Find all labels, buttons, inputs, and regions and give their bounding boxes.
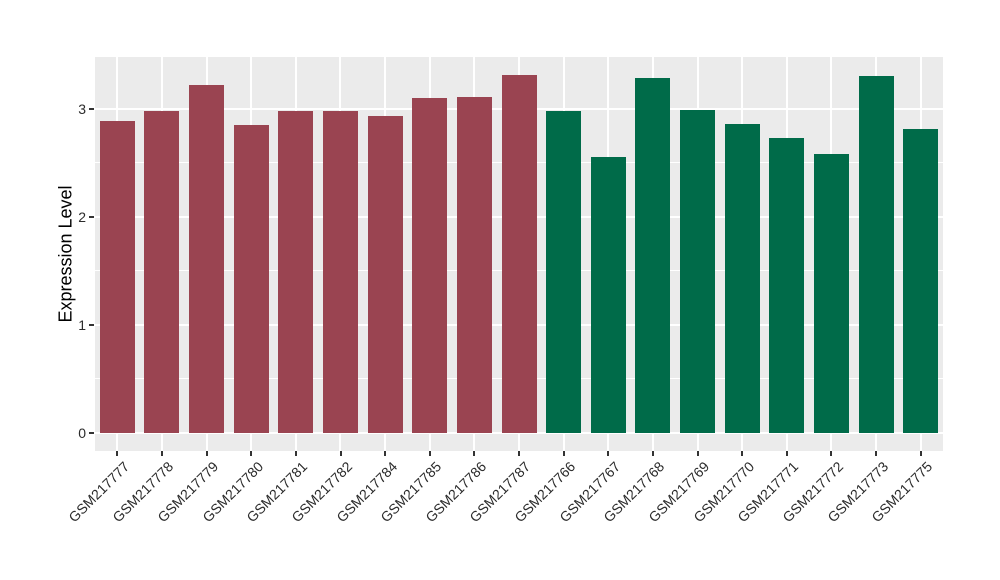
bar-GSM217787 [501,75,537,433]
bar-GSM217785 [412,98,448,433]
y-tick-mark [89,215,94,218]
x-tick-mark [696,451,699,456]
x-tick-mark [250,451,253,456]
y-tick-label: 3 [78,100,86,117]
bar-GSM217784 [367,116,403,433]
bar-GSM217769 [680,110,715,433]
x-tick-mark [384,451,387,456]
x-tick-mark [205,451,208,456]
x-tick-mark [473,451,476,456]
x-tick-mark [875,451,878,456]
bar-GSM217766 [546,111,582,433]
x-tick-mark [651,451,654,456]
bar-GSM217772 [813,154,849,433]
y-tick-label: 1 [78,316,86,333]
bar-GSM217778 [144,111,180,433]
y-tick-mark [89,432,94,434]
bar-GSM217771 [769,138,805,433]
bar-GSM217780 [233,125,269,433]
bar-GSM217773 [858,76,894,433]
x-tick-mark [116,451,119,456]
y-tick-mark [89,323,94,326]
x-tick-mark [919,451,922,456]
bar-GSM217768 [635,78,671,433]
bar-GSM217767 [590,157,626,433]
y-axis-title: Expression Level [55,185,76,323]
bar-GSM217775 [903,129,939,433]
x-tick-mark [160,451,163,456]
x-tick-mark [339,451,342,456]
bar-GSM217781 [278,111,314,433]
x-tick-mark [741,451,744,456]
bar-GSM217777 [99,121,135,433]
x-tick-mark [294,451,297,456]
x-tick-mark [830,451,833,456]
x-tick-mark [607,451,610,456]
y-tick-label: 0 [78,425,86,441]
bar-GSM217786 [456,97,492,433]
bar-GSM217782 [323,111,358,433]
bar-GSM217779 [189,85,225,433]
bar-GSM217770 [724,124,760,433]
y-tick-label: 2 [78,208,86,225]
y-tick-mark [89,107,94,110]
x-tick-mark [518,451,520,456]
x-tick-mark [428,451,431,456]
plot-panel [95,57,943,451]
x-tick-mark [785,451,788,456]
x-tick-mark [562,451,565,456]
